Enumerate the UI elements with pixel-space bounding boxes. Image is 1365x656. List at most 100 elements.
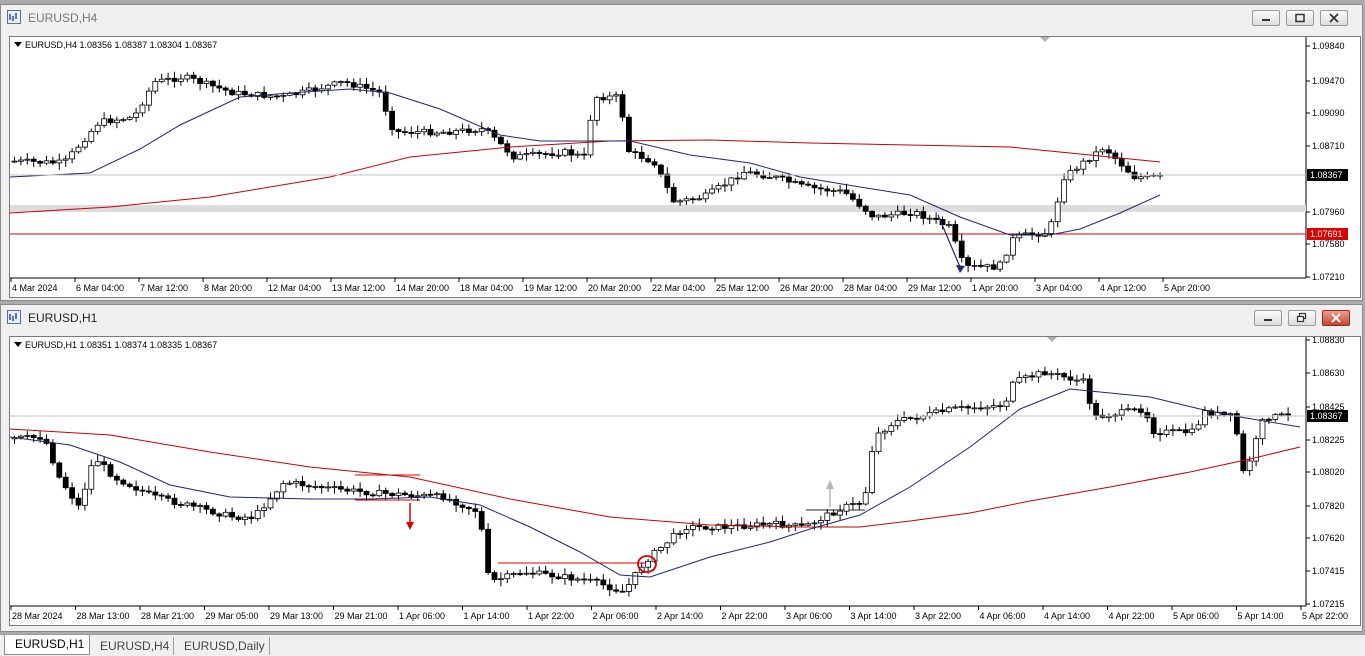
- bullish-candle: [901, 417, 907, 421]
- bearish-candle: [555, 576, 562, 579]
- candlestick-plot-h1[interactable]: 1.08830 1.08630 1.08425 1.08225 1.08020 1.078…: [10, 337, 1361, 626]
- minimize-button[interactable]: [1252, 10, 1280, 26]
- price-chart-h1[interactable]: 1.08830 1.08630 1.08425 1.08225 1.08020 1.078…: [9, 336, 1361, 626]
- time-tick-label: 6 Mar 04:00: [76, 283, 124, 293]
- bearish-candle: [485, 528, 492, 574]
- window-titlebar[interactable]: EURUSD,H1: [1, 305, 1362, 331]
- bullish-candle: [120, 119, 127, 121]
- bullish-candle: [414, 131, 421, 134]
- bearish-candle: [382, 489, 389, 494]
- bullish-candle: [850, 502, 856, 505]
- tab-eurusd-daily[interactable]: EURUSD,Daily: [174, 637, 270, 655]
- close-button[interactable]: [1322, 310, 1350, 326]
- bullish-candle: [331, 486, 338, 489]
- candlestick-plot-h4[interactable]: 1.09840 1.09470 1.09090 1.08710 1.07960 1.075…: [10, 37, 1361, 298]
- bearish-candle: [779, 520, 786, 528]
- bearish-candle: [1106, 149, 1112, 154]
- time-tick-label: 28 Mar 21:00: [141, 611, 194, 621]
- tab-eurusd-h4[interactable]: EURUSD,H4: [90, 637, 174, 655]
- time-tick-label: 2 Apr 22:00: [722, 611, 768, 621]
- bullish-candle: [184, 74, 191, 80]
- maximize-icon: [1295, 13, 1305, 23]
- window-titlebar[interactable]: EURUSD,H4: [1, 5, 1362, 31]
- bullish-candle: [875, 432, 882, 453]
- time-tick-label: 26 Mar 20:00: [780, 283, 833, 293]
- bearish-candle: [241, 90, 248, 96]
- bullish-candle: [1118, 409, 1125, 416]
- bearish-candle: [312, 87, 319, 92]
- bearish-candle: [760, 522, 767, 526]
- bearish-candle: [408, 494, 415, 498]
- bearish-candle: [805, 183, 811, 186]
- bullish-candle: [453, 130, 460, 135]
- bullish-candle: [82, 488, 88, 506]
- bearish-candle: [1042, 371, 1048, 376]
- bearish-candle: [594, 578, 600, 581]
- bearish-candle: [69, 487, 75, 499]
- chart-window-h1[interactable]: EURUSD,H1 1.08830 1.08630 1.08425 1.08225 1.…: [0, 304, 1363, 632]
- price-tick-label: 1.08225: [1312, 435, 1345, 445]
- bullish-candle: [869, 451, 875, 493]
- bearish-candle: [427, 493, 434, 496]
- time-tick-label: 3 Apr 22:00: [915, 611, 961, 621]
- bearish-candle: [517, 573, 524, 575]
- bearish-candle: [401, 492, 408, 496]
- bearish-candle: [369, 494, 376, 497]
- maximize-button[interactable]: [1288, 310, 1316, 326]
- bearish-candle: [901, 210, 907, 215]
- bullish-candle: [17, 435, 24, 438]
- bearish-candle: [600, 579, 607, 586]
- maximize-button[interactable]: [1286, 10, 1314, 26]
- bearish-candle: [702, 526, 709, 530]
- bearish-candle: [177, 504, 184, 506]
- bearish-candle: [478, 511, 485, 530]
- bearish-candle: [978, 264, 984, 267]
- tab-eurusd-h1[interactable]: EURUSD,H1: [4, 635, 90, 655]
- bearish-candle: [152, 491, 159, 496]
- bearish-candle: [645, 158, 651, 163]
- bearish-candle: [344, 81, 351, 83]
- bullish-candle: [1074, 379, 1080, 382]
- price-chart-h4[interactable]: 1.09840 1.09470 1.09090 1.08710 1.07960 1.075…: [9, 36, 1361, 298]
- bearish-candle: [120, 479, 127, 485]
- bearish-candle: [824, 188, 831, 192]
- bullish-candle: [805, 523, 811, 526]
- bullish-candle: [1003, 400, 1010, 407]
- bullish-candle: [433, 493, 440, 496]
- bullish-candle: [145, 90, 152, 106]
- bullish-candle: [990, 405, 997, 408]
- bullish-candle: [421, 493, 428, 497]
- bullish-candle: [1054, 373, 1061, 375]
- bearish-candle: [670, 187, 677, 203]
- bullish-candle: [433, 132, 440, 136]
- bullish-candle: [670, 532, 677, 544]
- bullish-candle: [312, 485, 319, 488]
- minimize-button[interactable]: [1254, 310, 1282, 326]
- bullish-candle: [728, 177, 735, 186]
- bullish-candle: [766, 523, 773, 526]
- dropdown-triangle-icon[interactable]: [14, 42, 22, 47]
- bullish-candle: [1170, 429, 1176, 432]
- bearish-candle: [133, 486, 139, 491]
- bullish-candle: [165, 77, 172, 80]
- bearish-candle: [914, 417, 920, 420]
- bearish-candle: [958, 240, 965, 259]
- dropdown-triangle-icon[interactable]: [14, 342, 22, 347]
- price-tick-label: 1.07820: [1312, 501, 1345, 511]
- bullish-candle: [517, 154, 524, 160]
- bullish-candle: [325, 84, 332, 90]
- time-tick-label: 19 Mar 12:00: [524, 283, 577, 293]
- bearish-candle: [997, 405, 1003, 407]
- bullish-candle: [472, 131, 479, 133]
- bullish-candle: [824, 512, 831, 521]
- bullish-candle: [184, 502, 191, 506]
- bullish-candle: [1086, 160, 1093, 162]
- time-tick-label: 5 Apr 20:00: [1164, 283, 1210, 293]
- bearish-candle: [606, 584, 613, 591]
- bullish-candle: [1163, 429, 1170, 435]
- close-button[interactable]: [1320, 10, 1348, 26]
- time-tick-label: 1 Apr 14:00: [464, 611, 510, 621]
- time-tick-label: 7 Mar 12:00: [140, 283, 188, 293]
- chart-window-h4[interactable]: EURUSD,H4 1.09840 1.09470 1.09090 1.08710 1.…: [0, 4, 1363, 301]
- bullish-candle: [1048, 221, 1055, 234]
